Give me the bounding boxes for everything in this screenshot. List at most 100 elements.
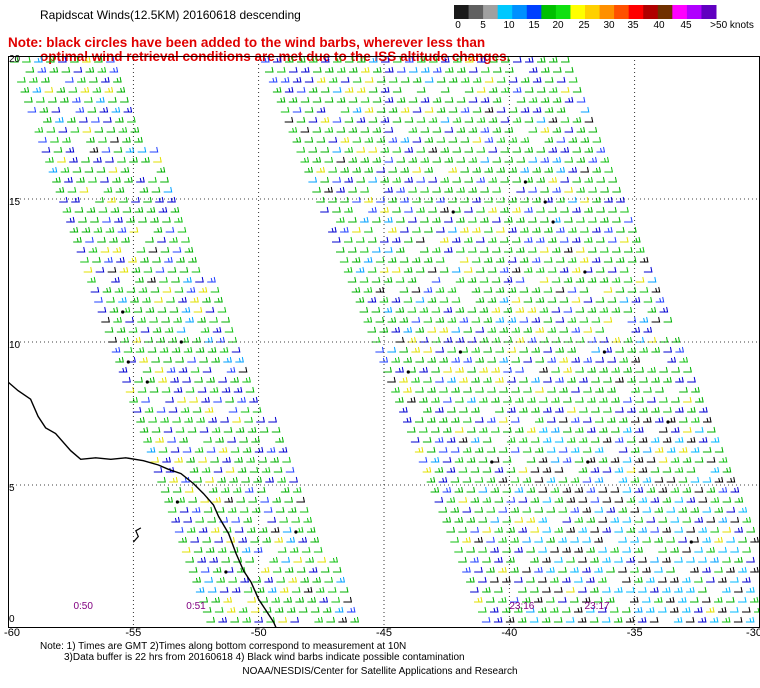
wind-barb	[555, 376, 564, 383]
wind-barb	[424, 166, 434, 173]
wind-barb	[572, 206, 581, 213]
wind-barb	[451, 296, 461, 303]
wind-barb	[121, 306, 131, 313]
wind-barb	[562, 606, 571, 613]
wind-barb	[575, 306, 585, 313]
wind-barb	[475, 326, 485, 333]
wind-barb	[568, 136, 578, 143]
wind-barb	[522, 596, 531, 603]
wind-barb	[563, 276, 573, 283]
wind-barb	[191, 266, 201, 273]
wind-barb	[399, 406, 408, 413]
wind-barb	[122, 136, 131, 143]
wind-barb	[631, 386, 640, 393]
wind-barb	[300, 576, 310, 583]
wind-barb	[141, 156, 150, 163]
wind-barb	[658, 576, 667, 583]
wind-barb	[70, 126, 80, 133]
wind-barb	[117, 156, 126, 163]
wind-barb	[492, 156, 502, 163]
wind-barb	[64, 176, 73, 183]
wind-barb	[162, 286, 172, 293]
wind-barb	[582, 536, 591, 543]
wind-speed-colorbar	[454, 5, 717, 19]
wind-barb	[132, 406, 142, 413]
wind-barb	[412, 106, 422, 113]
wind-barb	[674, 436, 684, 443]
wind-barb	[550, 546, 559, 553]
wind-barb	[331, 596, 341, 603]
wind-barb	[260, 496, 270, 503]
wind-barb	[379, 326, 389, 333]
wind-barb	[671, 336, 681, 343]
wind-barb	[481, 66, 490, 73]
contamination-circle	[145, 380, 149, 384]
wind-barb	[682, 546, 691, 553]
wind-barb	[403, 416, 412, 423]
wind-barb	[540, 186, 549, 193]
wind-barb	[584, 116, 594, 123]
wind-barb	[82, 126, 92, 133]
wind-barb	[555, 316, 565, 323]
wind-barb	[530, 436, 540, 443]
wind-barb	[456, 126, 466, 133]
wind-barb	[562, 486, 572, 493]
wind-barb	[515, 276, 525, 283]
wind-barb	[440, 146, 450, 153]
wind-barb	[702, 446, 712, 453]
wind-barb	[153, 226, 163, 233]
wind-barb	[434, 496, 444, 503]
wind-barb	[416, 206, 425, 213]
wind-barb	[465, 56, 474, 63]
wind-barb	[634, 516, 644, 523]
wind-barb	[602, 496, 612, 503]
wind-barb	[591, 346, 601, 353]
wind-barb	[670, 516, 680, 523]
wind-barb	[434, 466, 444, 473]
wind-barb	[396, 246, 405, 253]
wind-barb	[344, 146, 354, 153]
wind-barb	[534, 536, 543, 543]
wind-barb	[176, 496, 186, 503]
wind-barb	[203, 506, 213, 513]
wind-barb	[387, 346, 397, 353]
wind-barb	[213, 466, 223, 473]
wind-barb	[654, 506, 664, 513]
wind-barb	[154, 296, 163, 303]
wind-barb	[340, 196, 349, 203]
wind-barb	[399, 376, 408, 383]
wind-barb	[492, 246, 501, 253]
wind-barb	[541, 66, 550, 73]
wind-barb	[595, 416, 604, 423]
wind-barb	[464, 206, 473, 213]
wind-barb	[493, 66, 502, 73]
wind-barb	[463, 386, 472, 393]
wind-barb	[380, 146, 390, 153]
wind-barb	[637, 616, 647, 623]
wind-barb	[376, 166, 386, 173]
wind-barb	[388, 226, 397, 233]
wind-barb	[540, 126, 550, 133]
wind-barb	[289, 546, 299, 553]
wind-barb	[464, 146, 474, 153]
wind-barb	[594, 446, 604, 453]
wind-barb	[482, 526, 492, 533]
wind-barb	[139, 186, 149, 193]
wind-barb	[730, 606, 739, 613]
wind-barb	[730, 516, 740, 523]
wind-barb	[450, 506, 460, 513]
wind-barb	[387, 316, 397, 323]
wind-barb	[301, 66, 310, 73]
wind-barb	[638, 466, 648, 473]
lat-tick-label: 5	[9, 483, 15, 494]
wind-barb	[254, 616, 264, 623]
wind-barb	[388, 106, 398, 113]
wind-barb	[336, 156, 346, 163]
wind-barb	[600, 246, 609, 253]
wind-barb	[359, 306, 369, 313]
wind-barb	[50, 136, 59, 143]
wind-barb	[263, 506, 273, 513]
wind-barb	[278, 616, 288, 623]
wind-barb	[218, 446, 228, 453]
wind-barb	[520, 166, 530, 173]
